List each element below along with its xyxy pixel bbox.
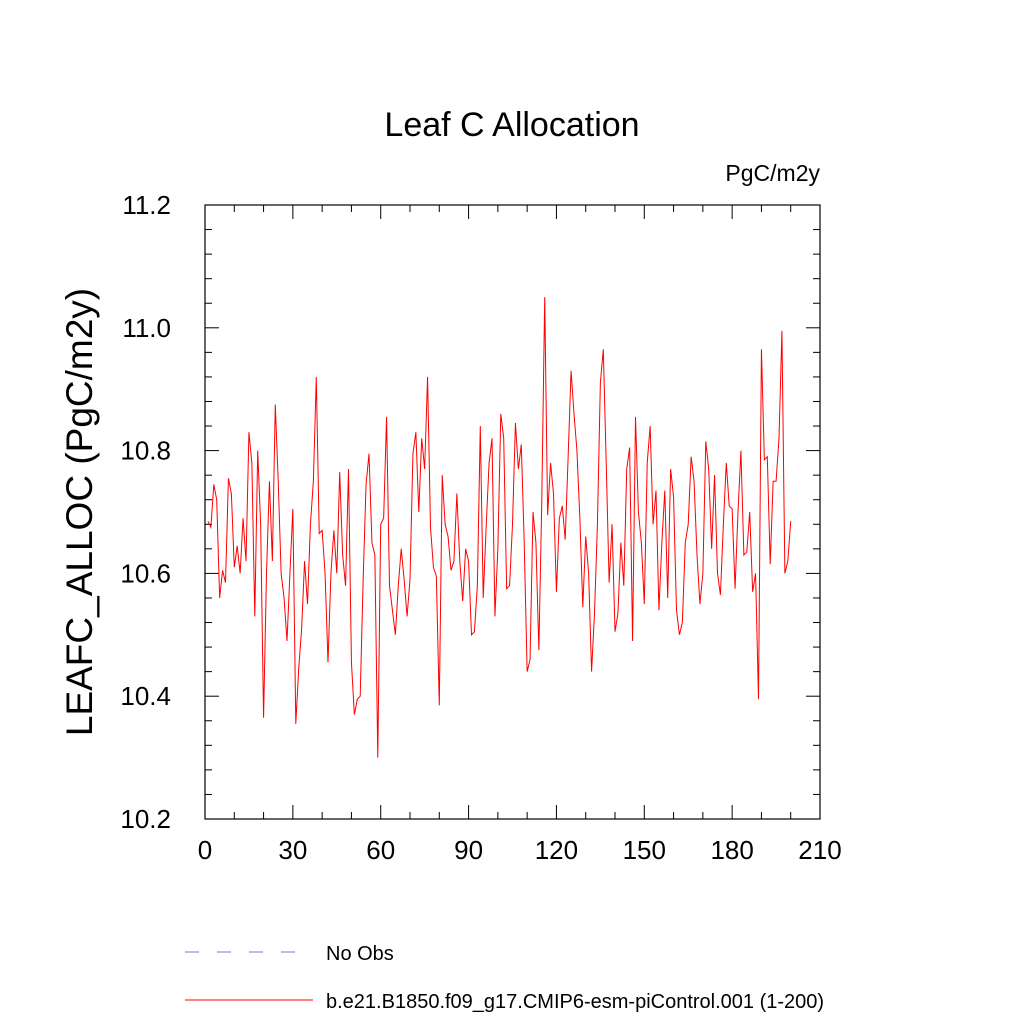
y-axis-label: LEAFC_ALLOC (PgC/m2y) [59, 288, 100, 736]
plot-area [207, 297, 792, 758]
y-tick-label: 11.2 [122, 190, 171, 220]
y-tick-label: 10.2 [120, 804, 171, 834]
y-tick-label: 10.4 [120, 681, 171, 711]
y-tick-label: 10.8 [120, 436, 171, 466]
chart-title: Leaf C Allocation [384, 106, 639, 144]
x-tick-label: 30 [278, 835, 307, 865]
x-tick-label: 120 [535, 835, 578, 865]
units-label: PgC/m2y [725, 160, 820, 186]
y-tick-label: 10.6 [120, 558, 171, 588]
x-tick-label: 0 [198, 835, 212, 865]
axes: 0 30 60 90 120 150 180 210 10.2 10.4 10.6 10.8 11.0 1… [120, 190, 841, 865]
x-tick-label: 210 [798, 835, 841, 865]
x-tick-label: 60 [366, 835, 395, 865]
x-tick-label: 180 [710, 835, 753, 865]
x-tick-label: 150 [623, 835, 666, 865]
y-tick-label: 11.0 [122, 313, 171, 343]
legend-label-0: No Obs [326, 943, 394, 965]
legend: No Obs b.e21.B1850.f09_g17.CMIP6-esm-piCo… [185, 943, 824, 1013]
plot-frame [204, 204, 821, 820]
legend-label-1: b.e21.B1850.f09_g17.CMIP6-esm-piControl.… [326, 991, 824, 1013]
series-line-1 [207, 297, 792, 758]
x-tick-label: 90 [454, 835, 483, 865]
